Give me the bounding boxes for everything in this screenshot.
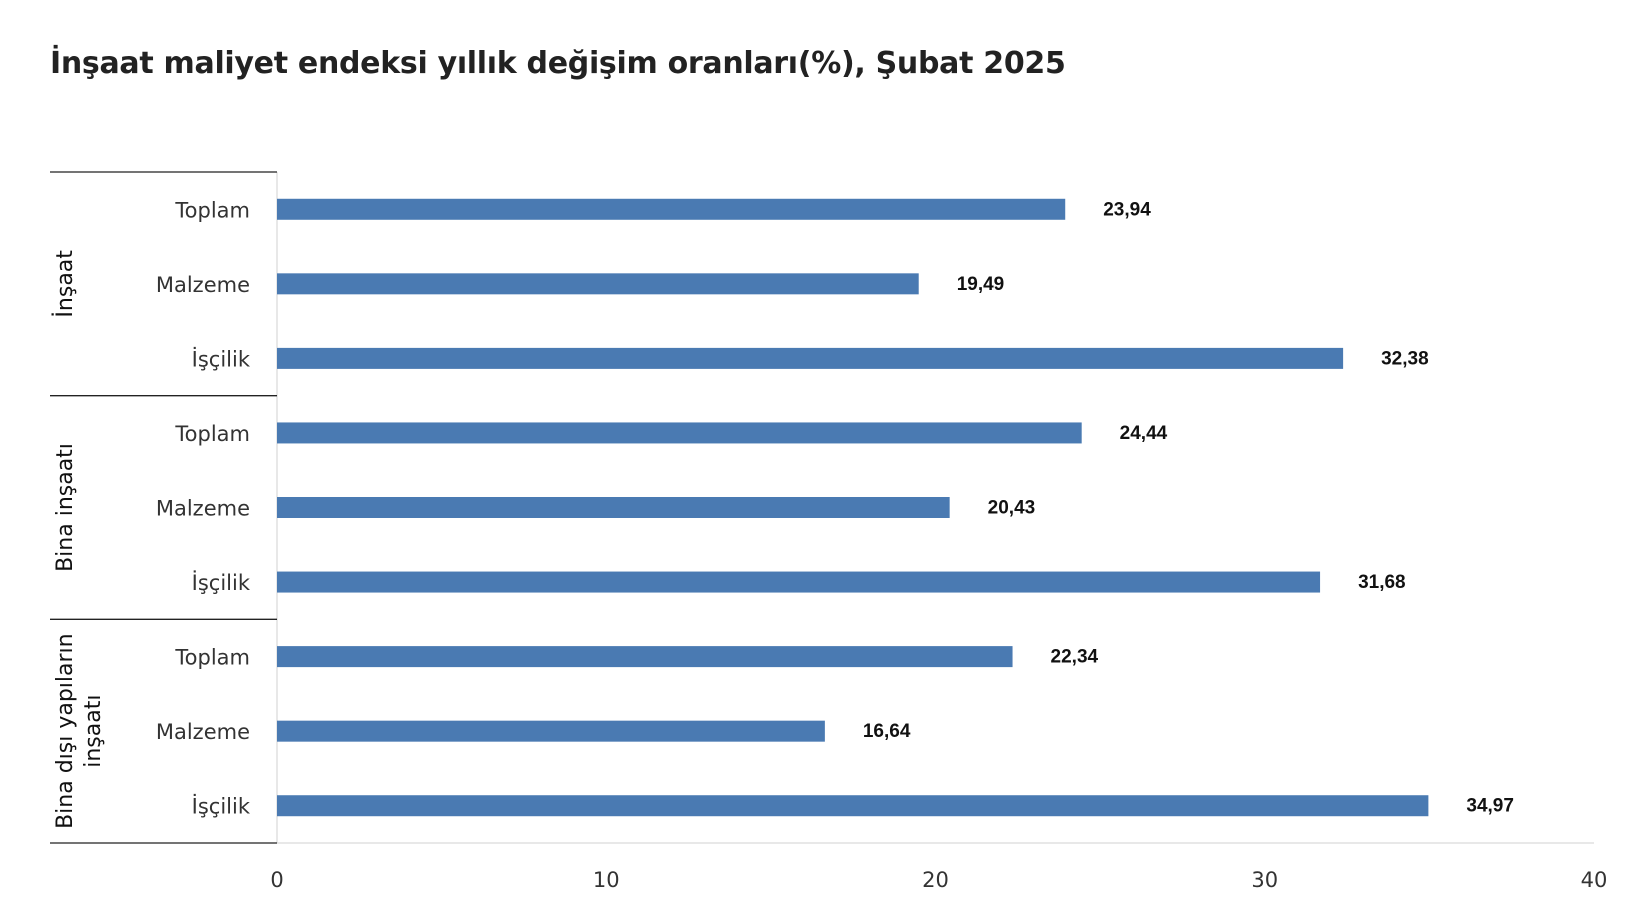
group-label: Bina inşaatı	[53, 443, 78, 572]
chart-title: İnşaat maliyet endeksi yıllık değişim or…	[50, 46, 1066, 81]
data-label: 24,44	[1120, 423, 1168, 444]
bar	[277, 422, 1082, 444]
data-label: 20,43	[988, 498, 1036, 519]
group-label-line: İnşaat	[52, 250, 78, 318]
category-label: Toplam	[174, 422, 250, 446]
bar	[277, 571, 1321, 593]
data-label: 32,38	[1381, 348, 1429, 369]
bar-layer	[277, 198, 1429, 817]
data-label: 19,49	[957, 274, 1005, 295]
category-label: İşçilik	[192, 794, 251, 819]
x-tick-label: 20	[922, 868, 949, 892]
category-label: Toplam	[174, 198, 250, 222]
data-label: 16,64	[863, 721, 911, 742]
bar	[277, 720, 825, 742]
data-label: 22,34	[1051, 647, 1099, 668]
category-label: Malzeme	[156, 273, 250, 297]
bar	[277, 795, 1429, 817]
bar	[277, 273, 919, 295]
bar	[277, 646, 1013, 668]
data-label: 34,97	[1466, 796, 1514, 817]
category-label: İşçilik	[192, 346, 251, 371]
data-label: 23,94	[1103, 199, 1151, 220]
x-tick-label: 0	[270, 868, 283, 892]
bar	[277, 198, 1066, 220]
bar	[277, 347, 1344, 369]
group-label-line: Bina dışı yapıların	[53, 633, 78, 829]
group-label-line: inşaatı	[81, 695, 106, 768]
category-label: Malzeme	[156, 497, 250, 521]
group-label: İnşaat	[52, 250, 78, 318]
x-tick-label: 30	[1251, 868, 1278, 892]
category-label: İşçilik	[192, 570, 251, 595]
bar	[277, 497, 950, 518]
group-label-line: Bina inşaatı	[53, 443, 78, 572]
category-label: Toplam	[174, 646, 250, 670]
x-tick-label: 10	[593, 868, 620, 892]
category-label: Malzeme	[156, 720, 250, 744]
x-tick-label: 40	[1581, 868, 1608, 892]
group-label: Bina dışı yapıların inşaatı	[53, 633, 106, 829]
data-label: 31,68	[1358, 572, 1406, 593]
label-layer: 0 10 20 30 40 Toplam 23,94 Malzeme 19,49 İşçilik 3…	[52, 198, 1607, 892]
